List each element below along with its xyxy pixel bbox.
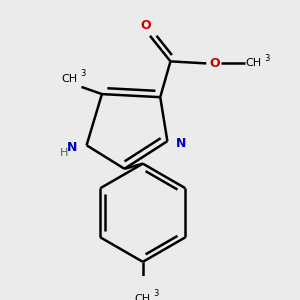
Text: O: O	[141, 19, 151, 32]
Text: N: N	[67, 141, 77, 154]
Text: H: H	[60, 148, 68, 158]
Text: 3: 3	[153, 289, 159, 298]
Text: N: N	[176, 137, 186, 150]
Text: CH: CH	[245, 58, 261, 68]
Text: 3: 3	[80, 69, 85, 78]
Text: CH: CH	[61, 74, 77, 84]
Text: 3: 3	[264, 54, 269, 63]
Text: O: O	[209, 57, 220, 70]
Text: CH: CH	[135, 294, 151, 300]
